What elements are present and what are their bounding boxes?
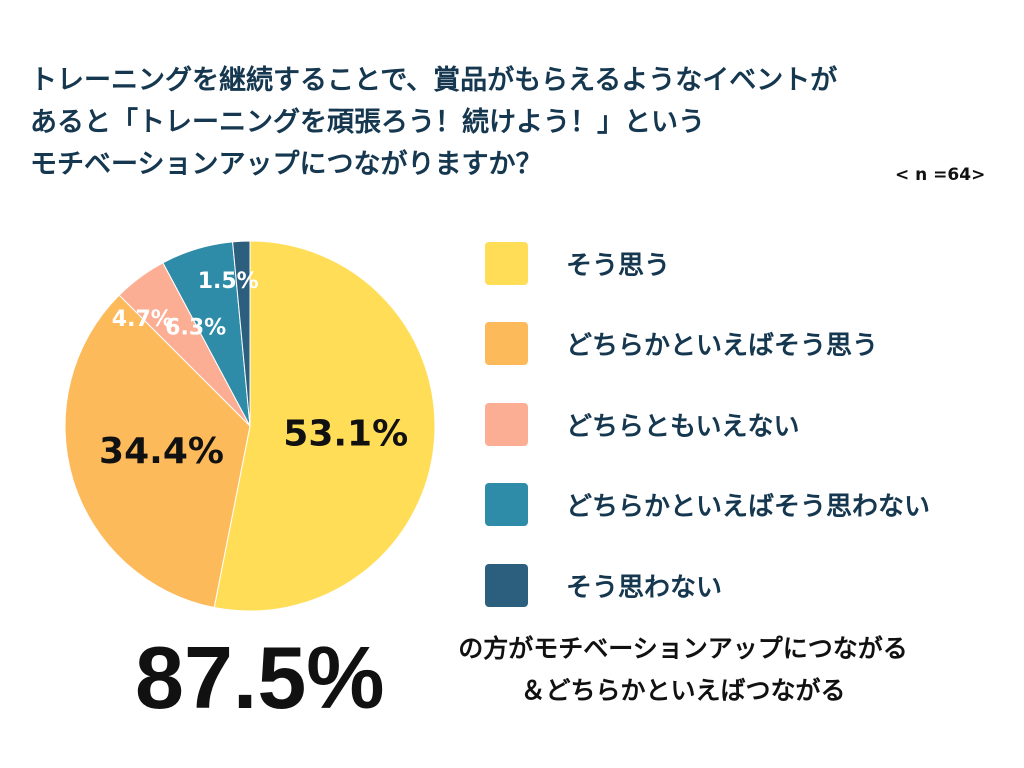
- pie-slice-1: [64, 294, 251, 609]
- legend-label: どちらともいえない: [566, 411, 800, 442]
- pie-slice-label-3: 6.3%: [165, 316, 226, 341]
- chart-question-title: トレーニングを継続することで、賞品がもらえるようなイベントが あると「トレーニン…: [30, 60, 990, 186]
- pie-slice-label-2: 4.7%: [112, 307, 173, 332]
- question-line-3: モチベーションアップにつながりますか？: [30, 149, 543, 180]
- legend-item-somewhat-agree: どちらかといえばそう思う: [485, 322, 930, 366]
- legend-label: そう思う: [566, 250, 671, 281]
- summary-line-1: の方がモチベーションアップにつながる: [458, 634, 908, 663]
- legend-item-agree: そう思う: [485, 241, 930, 285]
- legend-swatch: [485, 322, 528, 365]
- summary-text: の方がモチベーションアップにつながる ＆どちらかといえばつながる: [413, 628, 953, 712]
- legend-item-neutral: どちらともいえない: [485, 402, 930, 446]
- sample-size: < n =64>: [895, 165, 986, 185]
- legend-swatch: [485, 483, 528, 526]
- pie-slice-4: [232, 240, 251, 427]
- question-line-1: トレーニングを継続することで、賞品がもらえるようなイベントが: [30, 65, 838, 96]
- legend-item-disagree: そう思わない: [485, 563, 930, 607]
- legend-label: どちらかといえばそう思う: [566, 331, 879, 361]
- pie-slice-label-0: 53.1%: [283, 413, 408, 454]
- legend-swatch: [485, 563, 528, 607]
- legend-item-somewhat-disagree: どちらかといえばそう思わない: [485, 483, 930, 527]
- legend: そう思う どちらかといえばそう思う どちらともいえない どちらかといえばそう思わ…: [485, 241, 930, 644]
- legend-swatch: [485, 402, 528, 446]
- legend-label: そう思わない: [566, 572, 723, 603]
- pie-slice-label-1: 34.4%: [99, 431, 224, 472]
- pie-slice-label-4: 1.5%: [198, 269, 259, 294]
- question-line-2: あると「トレーニングを頑張ろう！続けよう！」という: [30, 107, 705, 138]
- legend-swatch: [485, 241, 528, 285]
- summary-line-2: ＆どちらかといえばつながる: [520, 676, 846, 705]
- summary-big-value: 87.5%: [135, 628, 385, 727]
- legend-label: どちらかといえばそう思わない: [566, 492, 931, 522]
- pie-slice-0: [213, 240, 436, 612]
